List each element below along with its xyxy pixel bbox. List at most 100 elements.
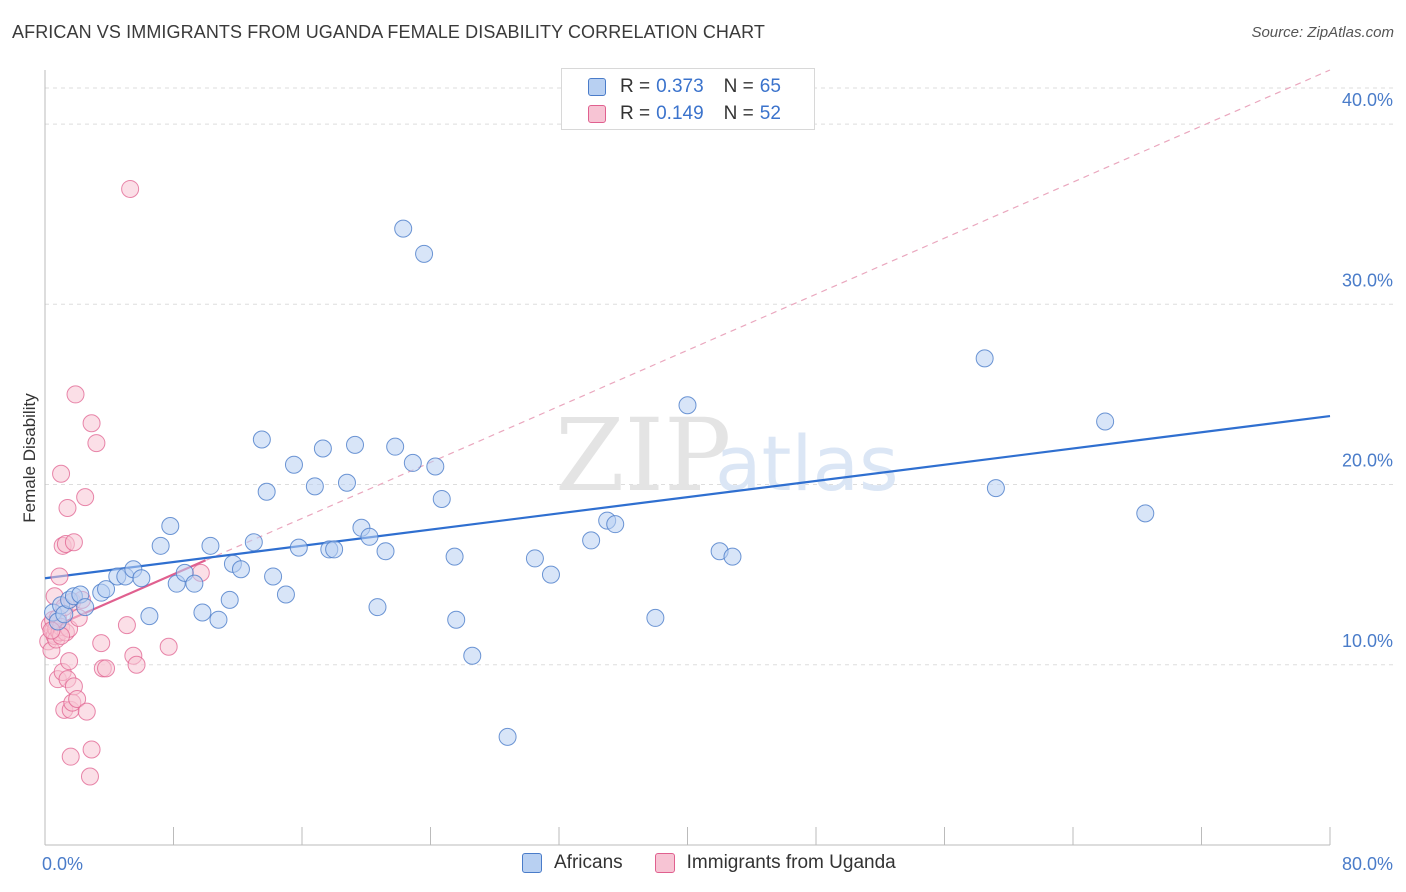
- trend-lines: [44, 69, 1331, 632]
- series-legend-africans[interactable]: Africans: [522, 852, 623, 874]
- point-africans: [723, 547, 742, 566]
- point-uganda: [87, 434, 106, 453]
- point-africans: [678, 396, 697, 415]
- point-uganda: [50, 567, 69, 586]
- point-uganda: [121, 179, 140, 198]
- point-africans: [252, 430, 271, 449]
- point-africans: [447, 610, 466, 629]
- point-africans: [305, 477, 324, 496]
- point-africans: [403, 453, 422, 472]
- point-africans: [360, 527, 379, 546]
- point-africans: [426, 457, 445, 476]
- point-africans: [257, 482, 276, 501]
- point-africans: [220, 590, 239, 609]
- axes: [44, 70, 1331, 846]
- point-africans: [313, 439, 332, 458]
- point-africans: [386, 437, 405, 456]
- correlation-legend: R = 0.373 N = 65 R = 0.149 N = 52: [561, 68, 815, 130]
- legend-r-label: R =: [620, 76, 651, 97]
- series-legend: Africans Immigrants from Uganda: [522, 852, 928, 874]
- point-africans: [289, 538, 308, 557]
- point-uganda: [117, 616, 136, 635]
- y-tick-label: 40.0%: [1342, 90, 1393, 110]
- point-africans: [1136, 504, 1155, 523]
- point-africans: [76, 598, 95, 617]
- legend-r-value-africans: 0.373: [656, 76, 704, 97]
- legend-r-label: R =: [620, 103, 651, 124]
- point-africans: [264, 567, 283, 586]
- point-africans: [376, 542, 395, 561]
- trend-line-uganda-extended: [44, 69, 1331, 632]
- point-africans: [244, 533, 263, 552]
- legend-n-label: N =: [723, 103, 754, 124]
- series-label-africans: Africans: [554, 852, 623, 873]
- x-tick-label-max: 80.0%: [1342, 854, 1393, 874]
- point-africans: [151, 536, 170, 555]
- point-uganda: [60, 652, 79, 671]
- point-africans: [140, 607, 159, 626]
- data-points: [39, 179, 1155, 786]
- chart-title: AFRICAN VS IMMIGRANTS FROM UGANDA FEMALE…: [12, 22, 766, 42]
- point-africans: [209, 610, 228, 629]
- trend-line-africans: [44, 414, 1331, 580]
- point-uganda: [52, 464, 71, 483]
- point-africans: [161, 516, 180, 535]
- point-africans: [368, 598, 387, 617]
- point-africans: [132, 569, 151, 588]
- point-africans: [276, 585, 295, 604]
- point-africans: [201, 536, 220, 555]
- point-uganda: [97, 659, 116, 678]
- chart-source: Source: ZipAtlas.com: [1251, 24, 1394, 41]
- legend-n-label: N =: [723, 76, 754, 97]
- point-africans: [986, 479, 1005, 498]
- point-uganda: [77, 702, 96, 721]
- gridlines: [45, 87, 1395, 666]
- point-africans: [185, 574, 204, 593]
- point-africans: [97, 580, 116, 599]
- legend-row-uganda: R = 0.149 N = 52: [588, 101, 781, 127]
- point-africans: [541, 565, 560, 584]
- point-uganda: [92, 634, 111, 653]
- point-africans: [463, 646, 482, 665]
- point-uganda: [61, 747, 80, 766]
- legend-n-value-africans: 65: [759, 76, 781, 97]
- point-africans: [582, 531, 601, 550]
- y-tick-label: 10.0%: [1342, 631, 1393, 651]
- point-uganda: [159, 637, 178, 656]
- y-axis-label: Female Disability: [20, 393, 39, 523]
- point-uganda: [82, 740, 101, 759]
- x-tick-label-min: 0.0%: [42, 854, 83, 874]
- point-africans: [432, 489, 451, 508]
- point-africans: [284, 455, 303, 474]
- series-swatch-uganda: [654, 853, 675, 873]
- point-uganda: [76, 488, 95, 507]
- point-uganda: [80, 767, 99, 786]
- watermark: ZIP atlas: [555, 397, 899, 514]
- point-africans: [498, 727, 517, 746]
- point-uganda: [68, 690, 87, 709]
- point-uganda: [127, 655, 146, 674]
- point-africans: [415, 244, 434, 263]
- y-tick-label: 30.0%: [1342, 270, 1393, 290]
- point-uganda: [82, 414, 101, 433]
- point-africans: [975, 349, 994, 368]
- point-africans: [193, 603, 212, 622]
- watermark-zip: ZIP: [555, 397, 731, 514]
- legend-swatch-africans: [588, 78, 606, 96]
- point-africans: [445, 547, 464, 566]
- point-uganda: [58, 498, 77, 517]
- point-uganda: [66, 385, 85, 404]
- axis-labels: 10.0% 20.0% 30.0% 40.0% 0.0% 80.0% Female Disa…: [20, 90, 1393, 874]
- y-tick-label: 20.0%: [1342, 451, 1393, 471]
- point-africans: [1096, 412, 1115, 431]
- point-africans: [525, 549, 544, 568]
- legend-r-value-uganda: 0.149: [656, 103, 704, 124]
- legend-row-africans: R = 0.373 N = 65: [588, 74, 781, 100]
- series-swatch-africans: [522, 853, 542, 873]
- legend-swatch-uganda: [588, 105, 606, 123]
- legend-n-value-uganda: 52: [759, 103, 781, 124]
- watermark-atlas: atlas: [715, 419, 899, 508]
- point-africans: [231, 560, 250, 579]
- series-legend-uganda[interactable]: Immigrants from Uganda: [654, 852, 896, 874]
